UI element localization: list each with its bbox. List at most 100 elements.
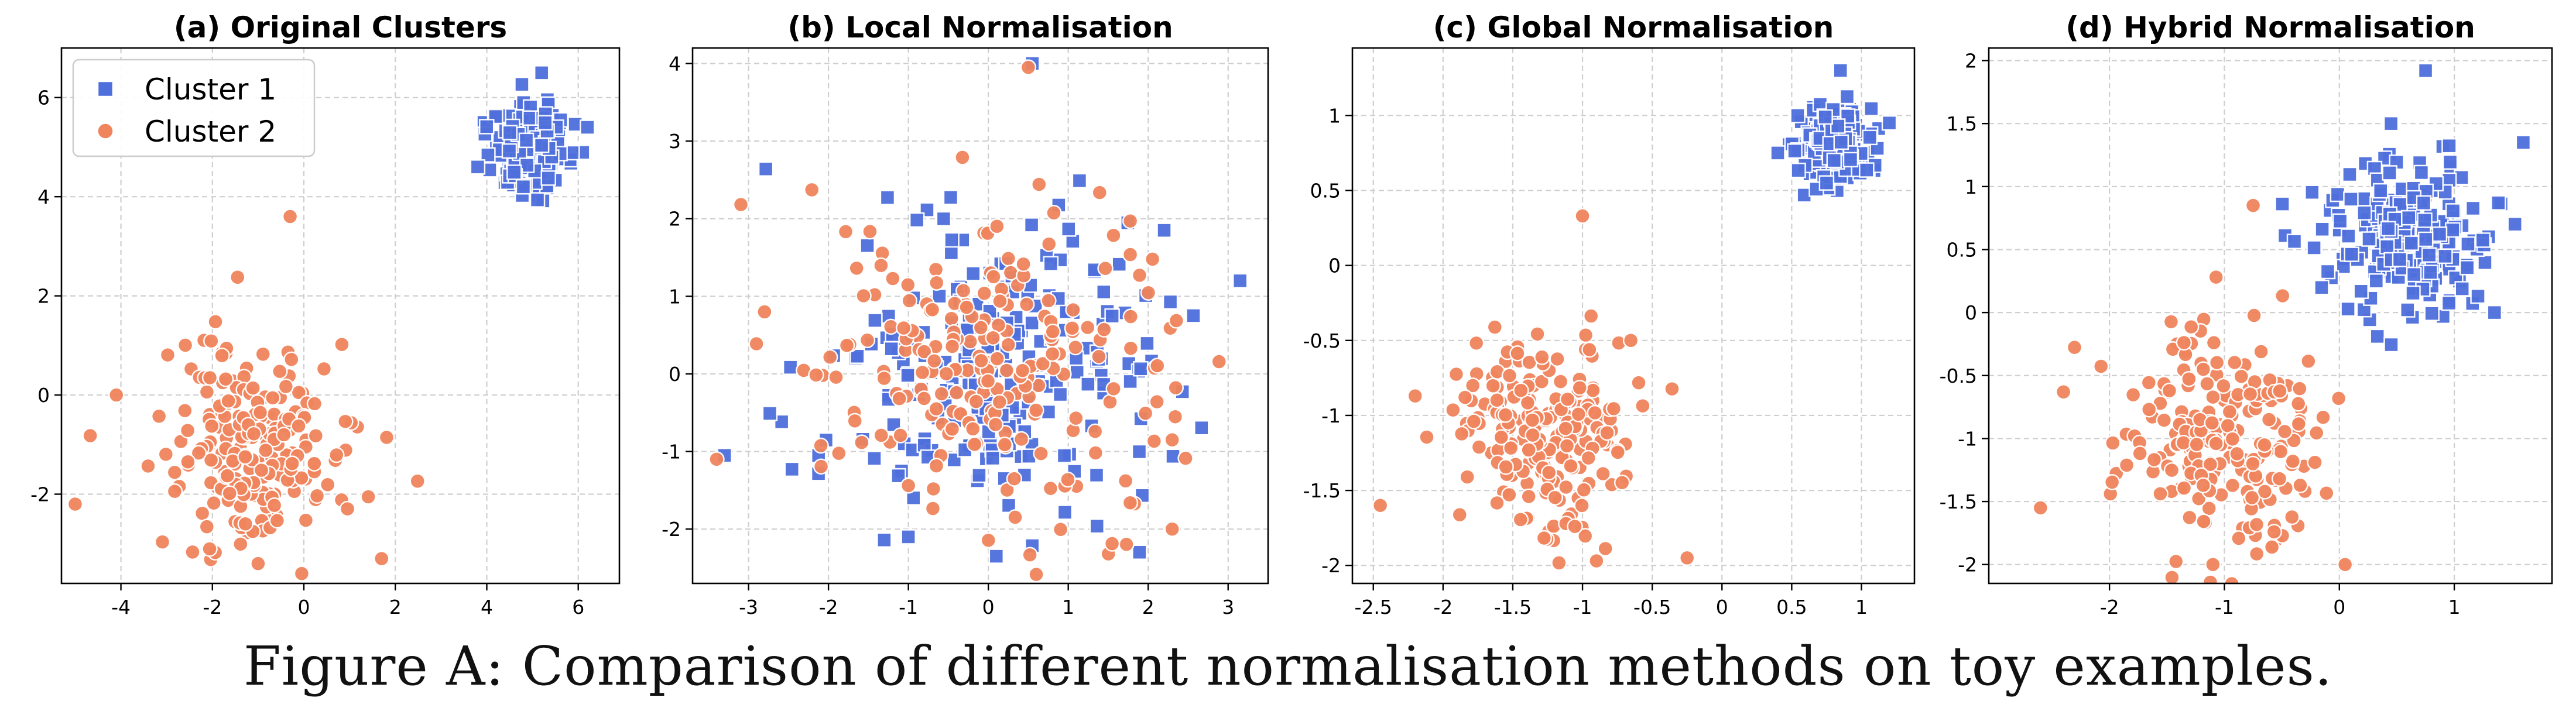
point-cluster-2 [2163, 462, 2180, 479]
point-cluster-2 [1044, 346, 1061, 362]
point-cluster-2 [1014, 362, 1031, 379]
point-cluster-2 [1065, 301, 1081, 318]
point-cluster-1 [2320, 263, 2336, 280]
point-cluster-2 [253, 462, 270, 479]
point-cluster-2 [250, 555, 266, 572]
point-cluster-2 [309, 487, 326, 504]
point-cluster-2 [82, 427, 98, 444]
y-tick-label: 6 [37, 87, 50, 109]
point-cluster-2 [334, 336, 350, 353]
point-cluster-2 [2248, 545, 2265, 562]
point-cluster-2 [1575, 482, 1592, 498]
point-cluster-2 [360, 489, 376, 505]
point-cluster-2 [2221, 403, 2238, 420]
point-cluster-2 [1122, 246, 1139, 263]
point-cluster-2 [876, 370, 892, 387]
point-cluster-2 [2141, 401, 2157, 418]
x-tick-label: -2 [203, 596, 222, 619]
point-cluster-2 [2292, 477, 2308, 494]
point-cluster-2 [2318, 485, 2335, 501]
y-tick-label: 0 [1965, 301, 1977, 324]
point-cluster-2 [2093, 358, 2109, 375]
point-cluster-1 [2515, 135, 2532, 150]
point-cluster-2 [1558, 438, 1575, 454]
point-cluster-2 [2271, 470, 2288, 487]
point-cluster-1 [470, 159, 486, 175]
point-cluster-1 [2314, 221, 2330, 238]
point-cluster-1 [2355, 191, 2372, 207]
point-cluster-2 [339, 500, 356, 517]
point-cluster-2 [198, 384, 215, 400]
point-cluster-2 [1034, 355, 1051, 372]
point-cluster-2 [999, 482, 1015, 499]
x-tick-label: -1 [2215, 596, 2234, 619]
point-cluster-2 [1372, 497, 1389, 514]
point-cluster-2 [2032, 500, 2049, 516]
x-tick-label: 0 [2333, 596, 2345, 619]
point-cluster-2 [1509, 345, 1526, 362]
point-cluster-2 [1498, 459, 1514, 475]
point-cluster-2 [205, 494, 222, 511]
point-cluster-1 [2392, 251, 2408, 267]
point-cluster-2 [862, 223, 878, 240]
point-cluster-2 [378, 429, 395, 446]
x-tick-label: -1.5 [1494, 596, 1532, 619]
point-cluster-2 [177, 337, 194, 353]
point-cluster-2 [278, 378, 294, 395]
point-cluster-2 [1104, 535, 1121, 552]
point-cluster-1 [1859, 162, 1875, 178]
point-cluster-2 [290, 384, 307, 401]
point-cluster-2 [1105, 380, 1122, 397]
point-cluster-2 [159, 346, 176, 363]
point-cluster-2 [2176, 480, 2193, 496]
point-cluster-2 [1087, 445, 1104, 461]
point-cluster-1 [2356, 205, 2372, 221]
point-cluster-1 [2379, 239, 2395, 255]
x-tick-label: -0.5 [1633, 596, 1671, 619]
point-cluster-1 [2442, 154, 2458, 170]
point-cluster-1 [2382, 165, 2398, 181]
point-cluster-2 [1580, 449, 1597, 466]
point-cluster-2 [1501, 486, 1517, 503]
chart-panel-3: -2.5 -2 -1.5 -1 -0.5 0 0.5 1 -2 -1.5 -1 -0.5 0 0.5 1 (c… [1303, 11, 1916, 619]
point-cluster-2 [67, 496, 84, 513]
point-cluster-2 [892, 427, 909, 444]
point-cluster-2 [1519, 394, 1536, 411]
x-tick-label: -2 [819, 596, 838, 619]
point-cluster-1 [867, 312, 883, 328]
chart-title: (c) Global Normalisation [1433, 11, 1834, 44]
point-cluster-1 [909, 212, 925, 228]
point-cluster-1 [2507, 216, 2523, 232]
point-cluster-1 [478, 119, 495, 135]
x-tick-label: 2 [389, 596, 402, 619]
point-cluster-1 [988, 548, 1005, 564]
point-cluster-1 [2475, 232, 2491, 248]
point-cluster-2 [237, 448, 254, 465]
chart-title: (b) Local Normalisation [787, 11, 1173, 44]
point-cluster-2 [2290, 415, 2307, 432]
point-cluster-1 [1096, 284, 1112, 300]
point-cluster-1 [2454, 281, 2470, 297]
point-cluster-2 [1453, 425, 1470, 442]
point-cluster-1 [1818, 175, 1835, 191]
point-cluster-1 [876, 532, 892, 548]
point-cluster-2 [2195, 477, 2212, 494]
point-cluster-2 [985, 269, 1002, 285]
point-cluster-2 [293, 565, 310, 582]
y-tick-label: 4 [37, 185, 50, 208]
point-cluster-2 [1168, 312, 1185, 329]
points-layer [67, 65, 595, 582]
point-cluster-2 [269, 512, 286, 529]
legend-marker-square [97, 80, 114, 98]
point-cluster-1 [533, 65, 550, 81]
point-cluster-2 [232, 536, 249, 552]
point-cluster-1 [2465, 200, 2481, 217]
point-cluster-2 [184, 544, 201, 561]
point-cluster-1 [1839, 108, 1856, 124]
point-cluster-2 [926, 352, 943, 369]
point-cluster-2 [1567, 518, 1583, 535]
point-cluster-2 [838, 337, 855, 354]
point-cluster-2 [1485, 377, 1501, 394]
point-cluster-1 [522, 110, 538, 126]
point-cluster-2 [1585, 382, 1601, 398]
